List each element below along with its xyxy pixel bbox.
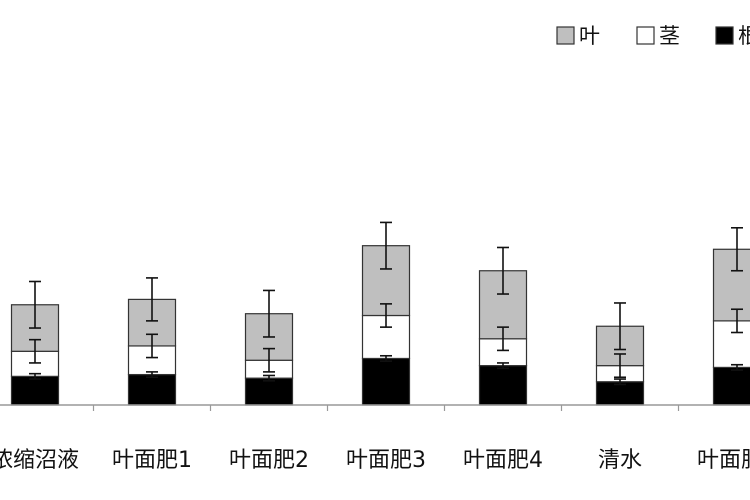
x-tick-label: 叶面肥2 bbox=[229, 448, 309, 473]
x-tick-label: 浓缩沼液 bbox=[0, 448, 79, 473]
x-tick-label: 清水 bbox=[598, 448, 642, 473]
x-tick-label: 叶面肥5 bbox=[697, 448, 750, 473]
x-tick-label: 叶面肥3 bbox=[346, 448, 426, 473]
x-ticks-group bbox=[92, 405, 680, 411]
x-tick-label: 叶面肥1 bbox=[112, 448, 192, 473]
bar-segment bbox=[712, 366, 750, 406]
bar-segment bbox=[478, 365, 528, 406]
bar-segment bbox=[595, 381, 645, 406]
bar-segment bbox=[127, 373, 177, 406]
legend-swatch bbox=[715, 26, 734, 45]
legend-label: 根 bbox=[738, 24, 750, 48]
x-labels-group: 浓缩沼液 叶面肥1 叶面肥2 叶面肥3 叶面肥4 清水 叶面肥5 bbox=[0, 448, 750, 473]
bar-segment bbox=[10, 375, 60, 406]
error-bars-group bbox=[29, 221, 743, 386]
bar-segment bbox=[361, 357, 411, 406]
bar-segment bbox=[712, 320, 750, 369]
legend-label: 叶 bbox=[579, 24, 600, 48]
bar-segment bbox=[712, 248, 750, 322]
legend-swatch bbox=[636, 26, 655, 45]
x-tick-label: 叶面肥4 bbox=[463, 448, 543, 473]
bar-segment bbox=[244, 377, 294, 406]
legend: 叶茎根 bbox=[556, 24, 750, 48]
legend-label: 茎 bbox=[659, 24, 680, 48]
legend-swatch bbox=[556, 26, 575, 45]
